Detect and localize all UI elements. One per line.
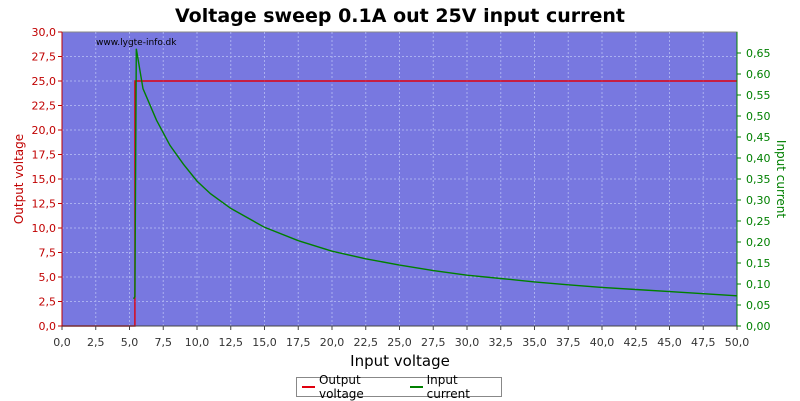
x-tick-label: 32,5 [489,336,514,349]
y-left-tick-label: 12,5 [32,198,57,211]
x-tick-label: 22,5 [354,336,379,349]
x-tick-label: 17,5 [286,336,311,349]
y-right-tick-label: 0,50 [746,110,771,123]
legend-swatch-input-current [409,386,423,388]
x-tick-label: 35,0 [522,336,547,349]
y-right-tick-label: 0,20 [746,236,771,249]
y-left-tick-label: 0,0 [39,320,57,333]
x-tick-label: 7,5 [155,336,173,349]
y-left-tick-label: 10,0 [32,222,57,235]
y-right-tick-label: 0,25 [746,215,771,228]
x-tick-label: 30,0 [455,336,480,349]
y-right-tick-label: 0,45 [746,131,771,144]
y-right-tick-label: 0,65 [746,47,771,60]
watermark: www.lygte-info.dk [96,38,177,48]
y-right-tick-label: 0,35 [746,173,771,186]
y-left-tick-label: 22,5 [32,100,57,113]
y-left-tick-label: 20,0 [32,124,57,137]
x-tick-label: 42,5 [624,336,649,349]
legend-item-output-voltage: Output voltage [302,373,403,401]
y-left-tick-label: 25,0 [32,75,57,88]
y-right-tick-label: 0,30 [746,194,771,207]
legend: Output voltage Input current [296,373,502,401]
y-right-tick-label: 0,40 [746,152,771,165]
chart-title: Voltage sweep 0.1A out 25V input current [175,5,625,27]
x-tick-label: 15,0 [252,336,277,349]
y-right-tick-label: 0,05 [746,299,771,312]
x-tick-label: 5,0 [121,336,139,349]
x-tick-label: 40,0 [590,336,615,349]
x-tick-label: 0,0 [53,336,71,349]
x-tick-label: 20,0 [320,336,345,349]
y-left-tick-label: 17,5 [32,149,57,162]
legend-item-input-current: Input current [409,373,499,401]
grid [62,32,737,326]
x-tick-label: 2,5 [87,336,105,349]
y-right-axis-ticks: 0,00 0,05 0,10 0,15 0,20 0,25 0,30 0,35 0,40 0,45… [736,32,771,333]
y-right-tick-label: 0,55 [746,89,771,102]
x-tick-label: 50,0 [725,336,750,349]
legend-swatch-output-voltage [302,386,315,388]
y-right-tick-label: 0,00 [746,320,771,333]
x-axis-ticks: 0,0 2,5 5,0 7,5 10,0 12,5 15,0 17,5 20,0 22,5 25,0… [53,325,750,349]
y-left-tick-label: 5,0 [39,271,57,284]
x-tick-label: 47,5 [691,336,716,349]
x-tick-label: 25,0 [387,336,412,349]
y-left-axis-label: Output voltage [12,134,26,224]
legend-label-output-voltage: Output voltage [318,373,364,401]
y-right-tick-label: 0,60 [746,68,771,81]
y-right-axis-label: Input current [774,140,788,218]
x-tick-label: 10,0 [185,336,210,349]
y-left-tick-label: 15,0 [32,173,57,186]
y-left-axis-ticks: 0,0 2,5 5,0 7,5 10,0 12,5 15,0 17,5 20,0 22,5 25,0… [32,26,63,333]
y-left-tick-label: 27,5 [32,51,57,64]
x-tick-label: 27,5 [421,336,446,349]
x-tick-label: 37,5 [556,336,581,349]
x-axis-label: Input voltage [350,352,450,370]
y-left-tick-label: 30,0 [32,26,57,39]
y-left-tick-label: 7,5 [39,247,57,260]
y-left-tick-label: 2,5 [39,296,57,309]
x-tick-label: 12,5 [219,336,244,349]
x-tick-label: 45,0 [657,336,682,349]
y-right-tick-label: 0,10 [746,278,771,291]
series-line-input-current [133,48,738,300]
y-right-tick-label: 0,15 [746,257,771,270]
legend-label-input-current: Input current [426,373,470,401]
